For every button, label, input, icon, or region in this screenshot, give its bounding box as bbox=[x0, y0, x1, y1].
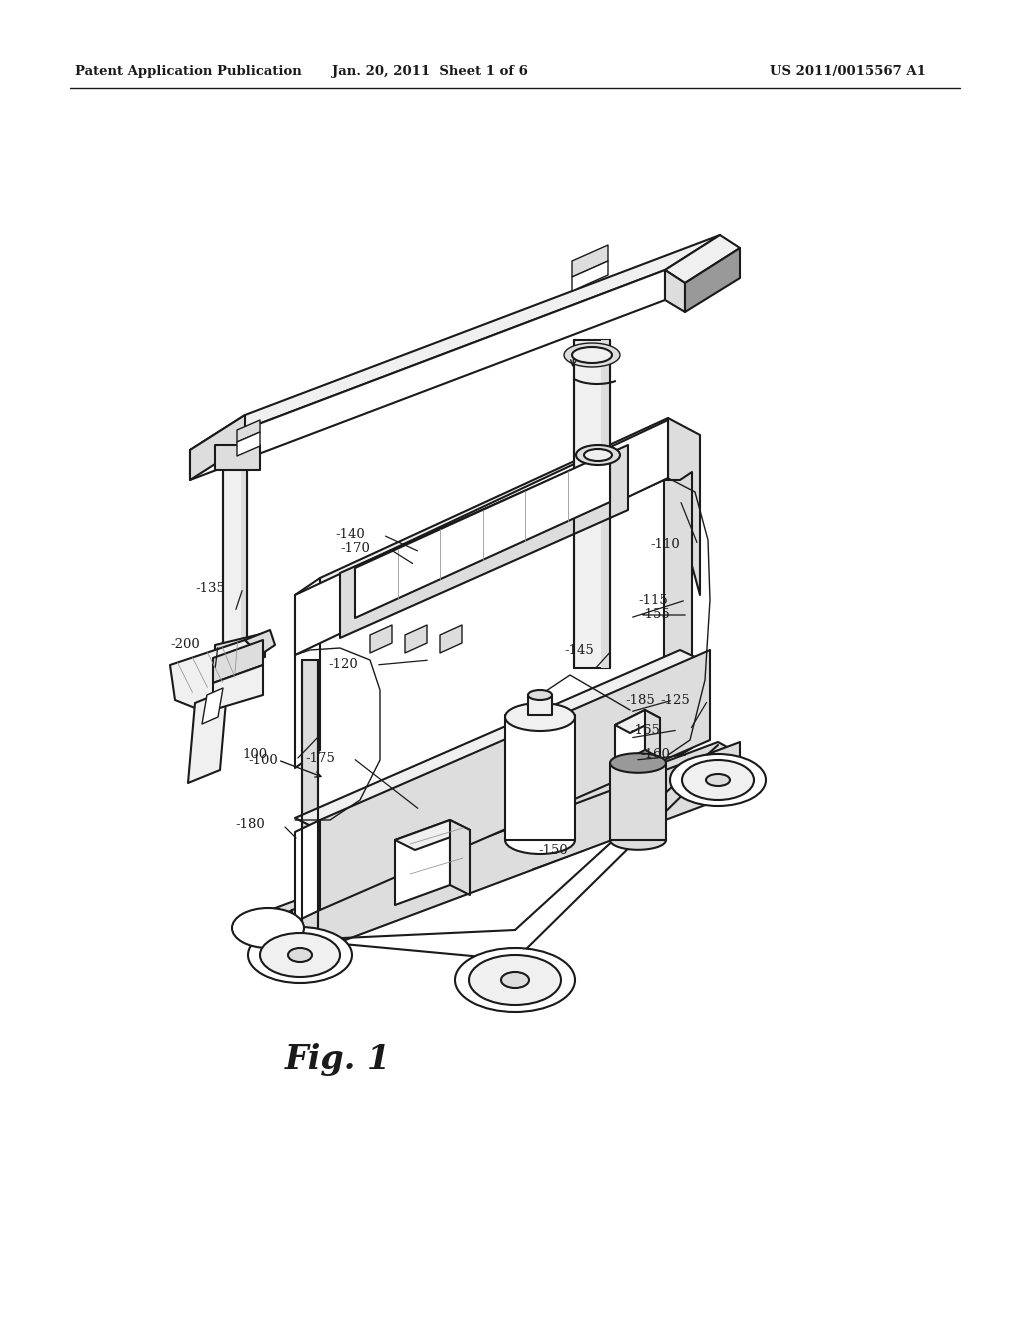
Polygon shape bbox=[615, 710, 645, 766]
Polygon shape bbox=[295, 420, 668, 655]
Polygon shape bbox=[202, 688, 223, 723]
Polygon shape bbox=[572, 246, 608, 277]
Ellipse shape bbox=[564, 343, 620, 367]
Polygon shape bbox=[292, 742, 740, 960]
Text: -160: -160 bbox=[640, 748, 670, 762]
Polygon shape bbox=[528, 696, 552, 715]
Ellipse shape bbox=[584, 449, 612, 461]
Polygon shape bbox=[395, 820, 450, 906]
Polygon shape bbox=[440, 624, 462, 653]
Polygon shape bbox=[450, 820, 470, 895]
Ellipse shape bbox=[232, 908, 304, 948]
Text: -175: -175 bbox=[305, 751, 335, 764]
Polygon shape bbox=[270, 909, 292, 972]
Text: Jan. 20, 2011  Sheet 1 of 6: Jan. 20, 2011 Sheet 1 of 6 bbox=[332, 66, 528, 78]
Polygon shape bbox=[665, 235, 740, 282]
Text: -100: -100 bbox=[248, 754, 278, 767]
Polygon shape bbox=[245, 630, 275, 655]
Text: -180: -180 bbox=[236, 818, 265, 832]
Ellipse shape bbox=[682, 760, 754, 800]
Ellipse shape bbox=[288, 948, 312, 962]
Polygon shape bbox=[505, 715, 575, 840]
Polygon shape bbox=[190, 271, 665, 480]
Polygon shape bbox=[215, 445, 260, 470]
Polygon shape bbox=[340, 445, 628, 638]
Ellipse shape bbox=[610, 830, 666, 850]
Polygon shape bbox=[237, 420, 260, 442]
Ellipse shape bbox=[248, 927, 352, 983]
Polygon shape bbox=[572, 261, 608, 290]
Polygon shape bbox=[241, 450, 247, 655]
Ellipse shape bbox=[505, 704, 575, 731]
Text: Fig. 1: Fig. 1 bbox=[285, 1044, 391, 1077]
Ellipse shape bbox=[260, 933, 340, 977]
Polygon shape bbox=[645, 710, 660, 758]
Ellipse shape bbox=[455, 948, 575, 1012]
Polygon shape bbox=[668, 418, 700, 595]
Polygon shape bbox=[395, 820, 470, 850]
Polygon shape bbox=[223, 450, 247, 655]
Polygon shape bbox=[574, 341, 610, 668]
Text: US 2011/0015567 A1: US 2011/0015567 A1 bbox=[770, 66, 926, 78]
Text: -200: -200 bbox=[170, 639, 200, 652]
Text: -125: -125 bbox=[660, 693, 690, 706]
Text: -150: -150 bbox=[539, 843, 568, 857]
Text: -145: -145 bbox=[564, 644, 594, 656]
Text: -110: -110 bbox=[650, 539, 680, 552]
Text: -140: -140 bbox=[335, 528, 365, 541]
Polygon shape bbox=[370, 624, 392, 653]
Polygon shape bbox=[215, 634, 265, 669]
Text: 100: 100 bbox=[243, 748, 268, 762]
Polygon shape bbox=[295, 820, 319, 921]
Polygon shape bbox=[319, 418, 668, 638]
Text: -155: -155 bbox=[640, 609, 670, 622]
Ellipse shape bbox=[575, 445, 620, 465]
Text: -120: -120 bbox=[329, 659, 358, 672]
Polygon shape bbox=[188, 690, 227, 783]
Text: -115: -115 bbox=[638, 594, 668, 606]
Polygon shape bbox=[406, 624, 427, 653]
Ellipse shape bbox=[610, 754, 666, 772]
Text: -185: -185 bbox=[626, 693, 655, 706]
Polygon shape bbox=[601, 341, 610, 668]
Polygon shape bbox=[295, 578, 319, 768]
Polygon shape bbox=[170, 640, 260, 710]
Polygon shape bbox=[213, 665, 263, 710]
Text: Patent Application Publication: Patent Application Publication bbox=[75, 66, 302, 78]
Polygon shape bbox=[664, 473, 692, 755]
Text: -135: -135 bbox=[196, 582, 225, 594]
Ellipse shape bbox=[706, 774, 730, 785]
Polygon shape bbox=[302, 660, 318, 931]
Ellipse shape bbox=[572, 347, 612, 363]
Ellipse shape bbox=[501, 972, 529, 987]
Ellipse shape bbox=[528, 690, 552, 700]
Polygon shape bbox=[213, 640, 263, 682]
Polygon shape bbox=[237, 432, 260, 455]
Ellipse shape bbox=[670, 754, 766, 807]
Polygon shape bbox=[190, 414, 245, 480]
Polygon shape bbox=[355, 451, 610, 618]
Text: -165: -165 bbox=[630, 723, 660, 737]
Polygon shape bbox=[270, 742, 740, 921]
Polygon shape bbox=[610, 763, 666, 840]
Polygon shape bbox=[319, 649, 710, 909]
Polygon shape bbox=[665, 271, 685, 312]
Polygon shape bbox=[190, 235, 720, 450]
Polygon shape bbox=[615, 710, 660, 733]
Text: -170: -170 bbox=[340, 541, 370, 554]
Polygon shape bbox=[295, 649, 708, 832]
Ellipse shape bbox=[469, 954, 561, 1005]
Polygon shape bbox=[685, 248, 740, 312]
Ellipse shape bbox=[505, 826, 575, 854]
